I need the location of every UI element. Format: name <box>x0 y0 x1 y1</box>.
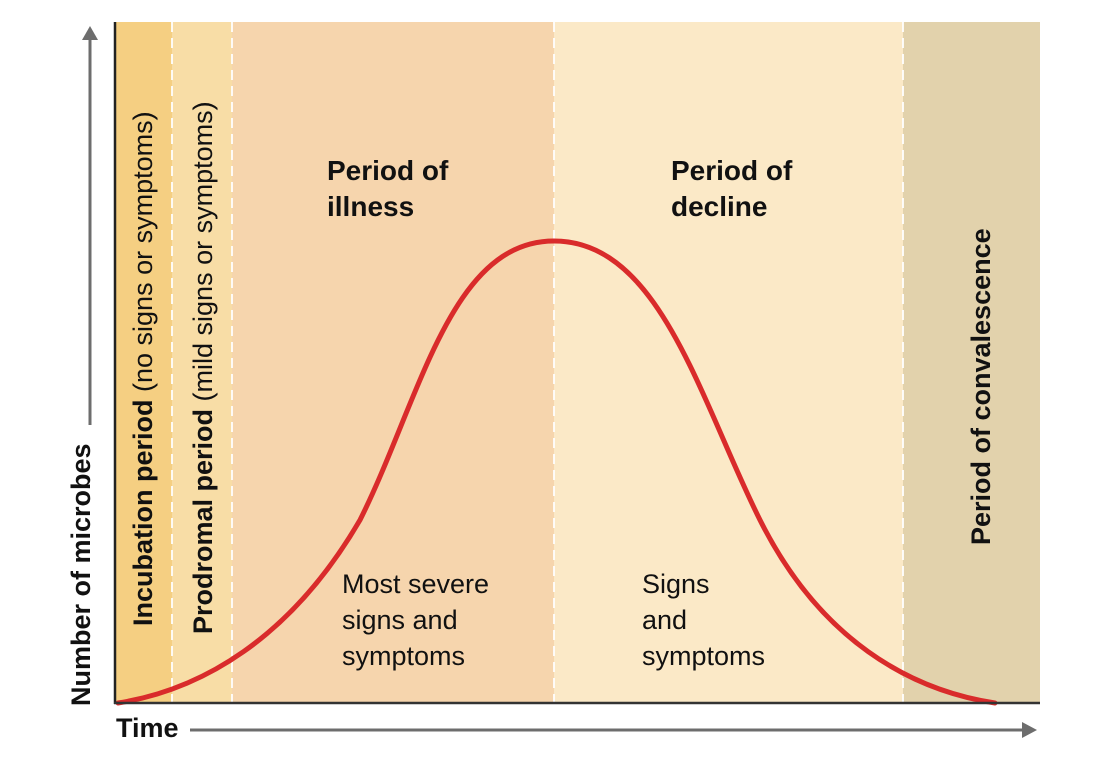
prodromal-label: Prodromal period (mild signs or symptoms… <box>188 101 219 634</box>
decline-note: Signs and symptoms <box>642 566 765 674</box>
decline-note-line3: symptoms <box>642 641 766 671</box>
decline-note-line1: Signs <box>642 569 710 599</box>
illness-note-line3: symptoms <box>342 641 466 671</box>
x-axis-title-text: Time <box>116 713 179 743</box>
illness-heading: Period of illness <box>327 153 448 225</box>
microbe-curve <box>115 238 998 706</box>
band-prodromal <box>172 22 232 703</box>
convalescence-label: Period of convalescence <box>966 228 997 545</box>
band-illness <box>232 22 554 703</box>
illness-heading-line2: illness <box>327 191 415 222</box>
decline-heading: Period of decline <box>671 153 792 225</box>
illness-heading-line1: Period of <box>327 155 449 186</box>
illness-note-line1: Most severe <box>342 569 490 599</box>
y-axis-title: Number of microbes <box>66 443 97 706</box>
prodromal-detail: (mild signs or symptoms) <box>188 101 218 402</box>
illness-note-line2: signs and <box>342 605 458 635</box>
incubation-detail: (no signs or symptoms) <box>128 111 158 392</box>
y-axis-title-text: Number of microbes <box>66 443 96 706</box>
band-convalescence <box>903 22 1040 703</box>
x-arrow-head-icon <box>1022 722 1037 738</box>
band-incubation <box>115 22 172 703</box>
decline-heading-line2: decline <box>671 191 768 222</box>
period-dividers <box>171 22 904 703</box>
band-decline <box>554 22 903 703</box>
incubation-title: Incubation period <box>128 399 158 627</box>
x-axis-title: Time <box>116 713 179 744</box>
illness-note: Most severe signs and symptoms <box>342 566 489 674</box>
convalescence-title: Period of convalescence <box>966 228 996 545</box>
decline-note-line2: and <box>642 605 688 635</box>
decline-heading-line1: Period of <box>671 155 793 186</box>
prodromal-title: Prodromal period <box>188 408 218 634</box>
y-arrow-head-icon <box>82 26 98 40</box>
incubation-label: Incubation period (no signs or symptoms) <box>128 111 159 626</box>
